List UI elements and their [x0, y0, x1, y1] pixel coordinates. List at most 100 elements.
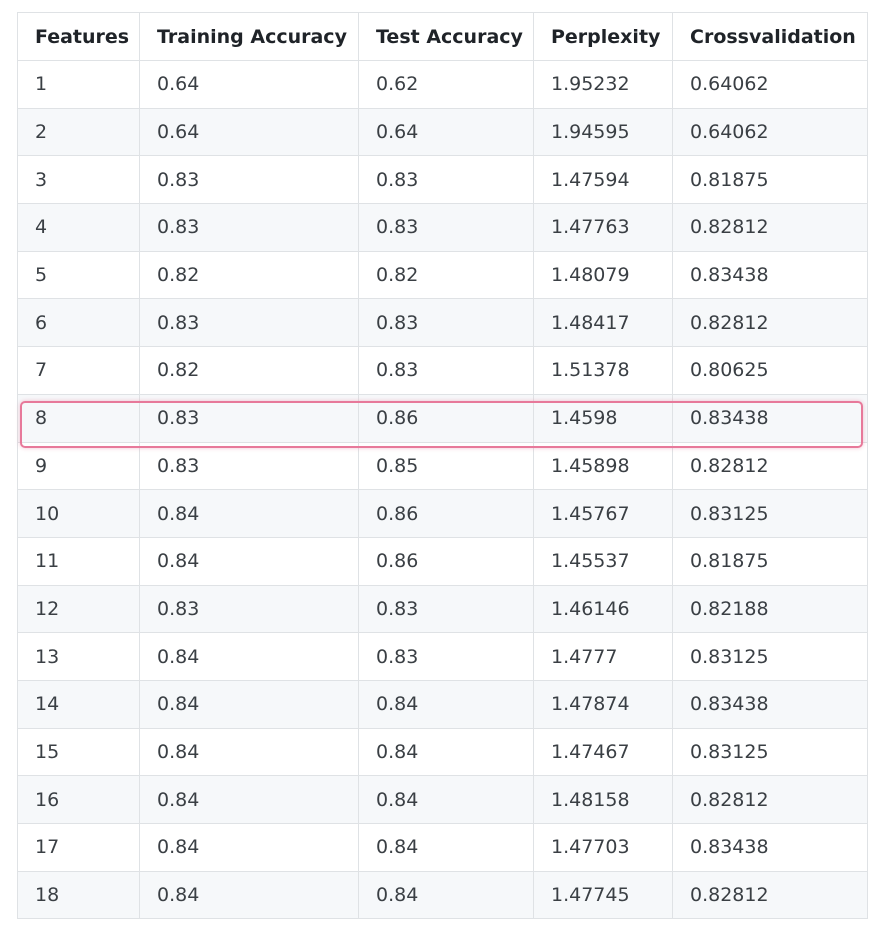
cell-test-accuracy: 0.86 — [358, 536, 534, 586]
cell-perplexity: 1.48079 — [533, 250, 673, 300]
cell-features: 9 — [17, 441, 140, 491]
cell-crossvalidation: 0.83125 — [672, 489, 868, 538]
table-row: 7 0.82 0.83 1.51378 0.80625 — [17, 346, 868, 395]
column-header-test-accuracy: Test Accuracy — [358, 12, 534, 61]
cell-training-accuracy: 0.84 — [139, 870, 359, 920]
cell-perplexity: 1.47703 — [533, 823, 673, 872]
cell-training-accuracy: 0.83 — [139, 441, 359, 491]
cell-crossvalidation: 0.82812 — [672, 870, 868, 920]
cell-features: 16 — [17, 775, 140, 824]
cell-features: 1 — [17, 60, 140, 109]
cell-test-accuracy: 0.86 — [358, 489, 534, 538]
table-row: 5 0.82 0.82 1.48079 0.83438 — [17, 250, 868, 300]
table-row: 2 0.64 0.64 1.94595 0.64062 — [17, 107, 868, 157]
cell-test-accuracy: 0.82 — [358, 250, 534, 300]
cell-features: 18 — [17, 870, 140, 920]
cell-perplexity: 1.45767 — [533, 489, 673, 538]
cell-training-accuracy: 0.82 — [139, 346, 359, 395]
cell-training-accuracy: 0.83 — [139, 584, 359, 634]
cell-features: 2 — [17, 107, 140, 157]
cell-features: 11 — [17, 536, 140, 586]
cell-crossvalidation: 0.83125 — [672, 632, 868, 681]
column-header-crossvalidation: Crossvalidation — [672, 12, 868, 61]
cell-training-accuracy: 0.84 — [139, 536, 359, 586]
table-row: 9 0.83 0.85 1.45898 0.82812 — [17, 441, 868, 491]
cell-features: 8 — [17, 393, 140, 443]
cell-perplexity: 1.51378 — [533, 346, 673, 395]
cell-test-accuracy: 0.84 — [358, 727, 534, 777]
table-body: 1 0.64 0.62 1.95232 0.64062 2 0.64 0.64 1.94595 0… — [17, 60, 868, 920]
table-row: 1 0.64 0.62 1.95232 0.64062 — [17, 60, 868, 109]
cell-crossvalidation: 0.81875 — [672, 155, 868, 205]
table-row: 6 0.83 0.83 1.48417 0.82812 — [17, 298, 868, 348]
cell-crossvalidation: 0.82188 — [672, 584, 868, 634]
cell-test-accuracy: 0.86 — [358, 393, 534, 443]
cell-test-accuracy: 0.85 — [358, 441, 534, 491]
cell-perplexity: 1.48158 — [533, 775, 673, 824]
results-table-container: Features Training Accuracy Test Accuracy Pe… — [17, 12, 868, 920]
header-row: Features Training Accuracy Test Accuracy Pe… — [17, 12, 868, 61]
results-table: Features Training Accuracy Test Accuracy Pe… — [17, 12, 868, 920]
cell-test-accuracy: 0.64 — [358, 107, 534, 157]
cell-crossvalidation: 0.83438 — [672, 393, 868, 443]
cell-features: 15 — [17, 727, 140, 777]
cell-crossvalidation: 0.83438 — [672, 250, 868, 300]
cell-perplexity: 1.4598 — [533, 393, 673, 443]
table-row: 10 0.84 0.86 1.45767 0.83125 — [17, 489, 868, 538]
cell-test-accuracy: 0.62 — [358, 60, 534, 109]
cell-test-accuracy: 0.83 — [358, 584, 534, 634]
cell-crossvalidation: 0.80625 — [672, 346, 868, 395]
column-header-training-accuracy: Training Accuracy — [139, 12, 359, 61]
table-row: 4 0.83 0.83 1.47763 0.82812 — [17, 203, 868, 252]
column-header-perplexity: Perplexity — [533, 12, 673, 61]
cell-features: 3 — [17, 155, 140, 205]
cell-crossvalidation: 0.64062 — [672, 107, 868, 157]
cell-test-accuracy: 0.84 — [358, 823, 534, 872]
table-row: 14 0.84 0.84 1.47874 0.83438 — [17, 679, 868, 729]
cell-test-accuracy: 0.83 — [358, 346, 534, 395]
cell-crossvalidation: 0.64062 — [672, 60, 868, 109]
cell-test-accuracy: 0.83 — [358, 155, 534, 205]
cell-perplexity: 1.47874 — [533, 679, 673, 729]
cell-features: 5 — [17, 250, 140, 300]
table-row: 13 0.84 0.83 1.4777 0.83125 — [17, 632, 868, 681]
cell-crossvalidation: 0.83125 — [672, 727, 868, 777]
cell-training-accuracy: 0.83 — [139, 155, 359, 205]
cell-perplexity: 1.47467 — [533, 727, 673, 777]
cell-training-accuracy: 0.83 — [139, 203, 359, 252]
cell-perplexity: 1.4777 — [533, 632, 673, 681]
cell-perplexity: 1.47763 — [533, 203, 673, 252]
cell-features: 14 — [17, 679, 140, 729]
cell-test-accuracy: 0.84 — [358, 870, 534, 920]
cell-features: 12 — [17, 584, 140, 634]
cell-perplexity: 1.48417 — [533, 298, 673, 348]
cell-perplexity: 1.47594 — [533, 155, 673, 205]
table-row: 16 0.84 0.84 1.48158 0.82812 — [17, 775, 868, 824]
table-row: 11 0.84 0.86 1.45537 0.81875 — [17, 536, 868, 586]
cell-training-accuracy: 0.83 — [139, 298, 359, 348]
cell-test-accuracy: 0.84 — [358, 679, 534, 729]
cell-training-accuracy: 0.64 — [139, 60, 359, 109]
cell-features: 10 — [17, 489, 140, 538]
cell-training-accuracy: 0.83 — [139, 393, 359, 443]
cell-crossvalidation: 0.82812 — [672, 441, 868, 491]
cell-features: 7 — [17, 346, 140, 395]
table-header: Features Training Accuracy Test Accuracy Pe… — [17, 12, 868, 61]
cell-features: 13 — [17, 632, 140, 681]
table-row: 18 0.84 0.84 1.47745 0.82812 — [17, 870, 868, 920]
table-row: 15 0.84 0.84 1.47467 0.83125 — [17, 727, 868, 777]
cell-training-accuracy: 0.84 — [139, 632, 359, 681]
cell-training-accuracy: 0.84 — [139, 823, 359, 872]
cell-features: 6 — [17, 298, 140, 348]
column-header-features: Features — [17, 12, 140, 61]
table-row: 8 0.83 0.86 1.4598 0.83438 — [17, 393, 868, 443]
table-row: 3 0.83 0.83 1.47594 0.81875 — [17, 155, 868, 205]
cell-features: 4 — [17, 203, 140, 252]
cell-crossvalidation: 0.82812 — [672, 298, 868, 348]
cell-training-accuracy: 0.84 — [139, 775, 359, 824]
cell-crossvalidation: 0.83438 — [672, 679, 868, 729]
cell-perplexity: 1.45898 — [533, 441, 673, 491]
cell-crossvalidation: 0.82812 — [672, 203, 868, 252]
cell-perplexity: 1.46146 — [533, 584, 673, 634]
cell-perplexity: 1.47745 — [533, 870, 673, 920]
